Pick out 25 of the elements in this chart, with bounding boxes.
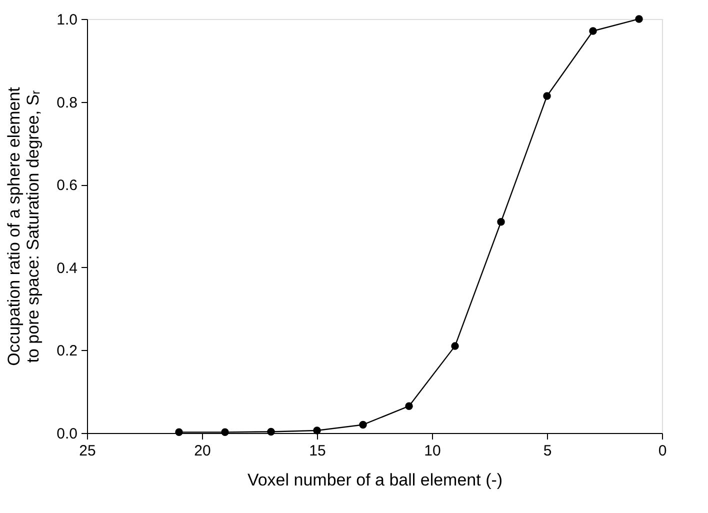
- point: [221, 428, 229, 436]
- y-tick-label: 1.0: [56, 12, 78, 28]
- point: [497, 218, 505, 226]
- y-tick-label: 0.4: [56, 260, 78, 277]
- point: [267, 428, 275, 436]
- point: [451, 342, 459, 350]
- point: [175, 428, 183, 436]
- point: [589, 27, 597, 35]
- x-tick-label: 0: [658, 442, 667, 460]
- y-tick-label: 0.0: [56, 426, 78, 442]
- y-tick-label: 0.8: [56, 94, 78, 112]
- x-tick-label: 25: [79, 442, 96, 460]
- point: [543, 92, 551, 100]
- x-axis-title: Voxel number of a ball element (-): [247, 470, 503, 490]
- x-tick-label: 10: [424, 442, 441, 460]
- y-axis-title: Occupation ratio of a sphere element to pore space: Saturation degree, Sᵣ: [4, 86, 43, 366]
- x-tick-label: 20: [194, 442, 211, 460]
- point: [359, 420, 367, 429]
- point: [313, 426, 321, 434]
- point: [635, 15, 643, 23]
- point: [405, 402, 413, 410]
- x-tick-label: 5: [543, 442, 552, 460]
- y-tick-label: 0.2: [56, 342, 78, 360]
- x-tick-label: 15: [309, 442, 326, 460]
- y-tick-label: 0.6: [56, 177, 78, 194]
